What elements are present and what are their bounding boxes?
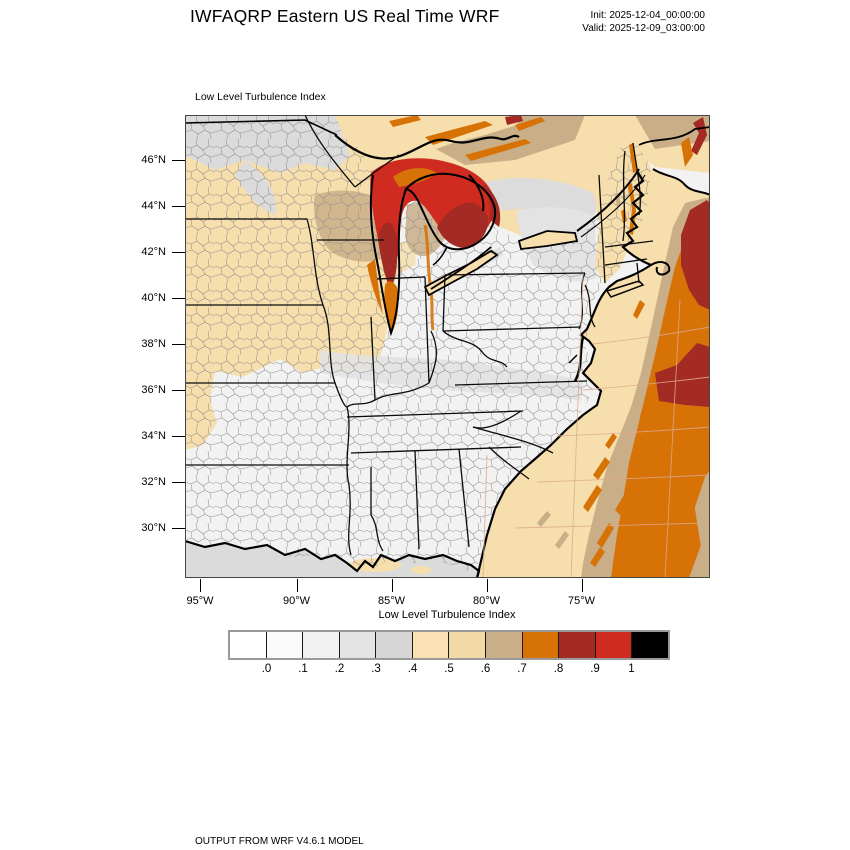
- lat-tick-mark: [172, 482, 185, 483]
- lat-tick-mark: [172, 436, 185, 437]
- lon-tick-label: 75°W: [567, 595, 596, 607]
- lon-tick-label: 95°W: [186, 595, 214, 607]
- colorbar-segment: [230, 632, 266, 658]
- colorbar-segment: [302, 632, 339, 658]
- lat-tick-label: 34°N: [141, 430, 166, 442]
- colorbar-segment: [631, 632, 668, 658]
- page-title: IWFAQRP Eastern US Real Time WRF: [190, 6, 500, 26]
- colorbar-tick-label: .8: [553, 663, 564, 675]
- lat-tick-label: 38°N: [141, 338, 166, 350]
- valid-time: Valid: 2025-12-09_03:00:00: [582, 23, 705, 34]
- lat-tick-mark: [172, 160, 185, 161]
- colorbar-segment: [521, 632, 559, 658]
- lon-tick-label: 85°W: [377, 595, 406, 607]
- colorbar-tick-label: .2: [334, 663, 345, 675]
- lat-tick-mark: [172, 344, 185, 345]
- colorbar-segment: [594, 632, 632, 658]
- lon-tick-mark: [391, 579, 393, 592]
- colorbar-tick-label: .5: [444, 663, 454, 675]
- lat-tick-mark: [172, 390, 185, 391]
- colorbar-tick-label: .7: [517, 663, 527, 675]
- colorbar-segment: [338, 632, 376, 658]
- lat-tick-label: 44°N: [141, 200, 166, 212]
- colorbar-tick-label: .4: [407, 663, 418, 675]
- lon-tick-mark: [200, 579, 201, 592]
- lat-tick-label: 32°N: [141, 476, 166, 488]
- map-canvas: [184, 114, 711, 579]
- lat-tick-label: 40°N: [141, 292, 166, 304]
- colorbar-title: Low Level Turbulence Index: [378, 609, 516, 621]
- colorbar-tick-label: .9: [590, 663, 600, 675]
- colorbar-segment: [448, 632, 486, 658]
- colorbar-tick-label: .3: [371, 663, 381, 675]
- colorbar: [228, 630, 670, 660]
- lat-tick-label: 46°N: [141, 154, 166, 166]
- init-time: Init: 2025-12-04_00:00:00: [590, 10, 705, 21]
- turbulence-map: [184, 114, 711, 579]
- colorbar-segment: [558, 632, 595, 658]
- colorbar-tick-label: .0: [261, 663, 272, 675]
- colorbar-tick-label: .1: [298, 663, 308, 675]
- colorbar-segment: [265, 632, 303, 658]
- lon-tick-label: 90°W: [282, 595, 311, 607]
- lat-tick-mark: [172, 528, 185, 529]
- colorbar-segment: [485, 632, 522, 658]
- lat-tick-label: 36°N: [141, 384, 166, 396]
- lon-tick-mark: [296, 579, 298, 592]
- colorbar-segment: [411, 632, 449, 658]
- colorbar-tick-label: 1: [628, 663, 635, 675]
- model-footer: OUTPUT FROM WRF V4.6.1 MODEL WE = 310 ; …: [195, 808, 588, 850]
- lat-tick-mark: [172, 206, 185, 207]
- model-times: Init: 2025-12-04_00:00:00 Valid: 2025-12…: [582, 9, 705, 35]
- lat-tick-label: 42°N: [141, 246, 166, 258]
- lat-tick-label: 30°N: [141, 522, 166, 534]
- footer-line1: OUTPUT FROM WRF V4.6.1 MODEL: [195, 836, 364, 847]
- lon-tick-mark: [581, 579, 583, 592]
- colorbar-segment: [375, 632, 412, 658]
- lat-tick-mark: [172, 298, 185, 299]
- lon-tick-label: 80°W: [472, 595, 501, 607]
- lat-tick-mark: [172, 252, 185, 253]
- colorbar-tick-label: .6: [480, 663, 491, 675]
- map-variable-label: Low Level Turbulence Index: [195, 91, 326, 103]
- lon-tick-mark: [486, 579, 488, 592]
